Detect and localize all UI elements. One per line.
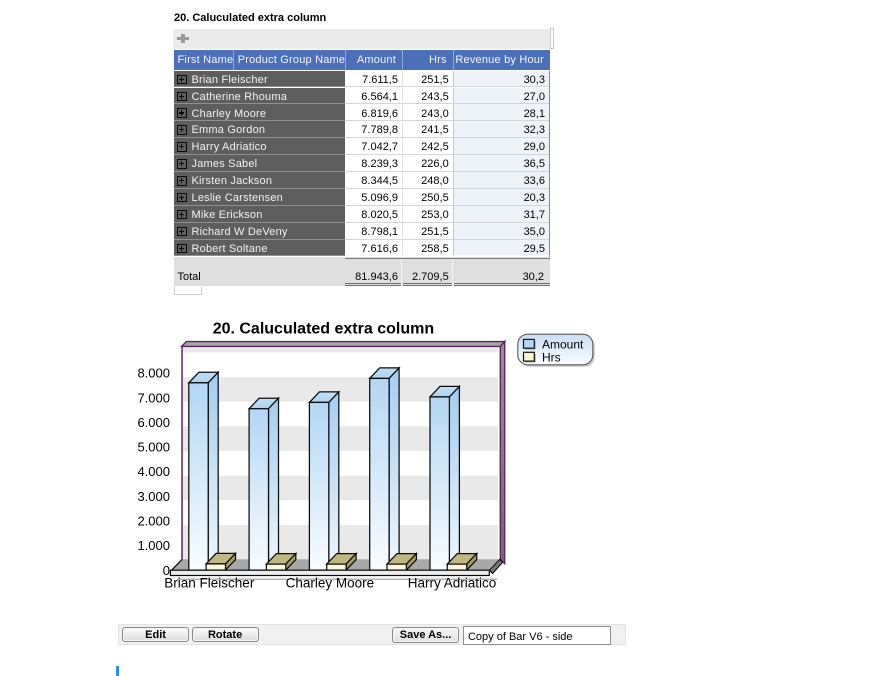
svg-text:20. Caluculated extra column: 20. Caluculated extra column — [213, 321, 434, 338]
svg-text:4.000: 4.000 — [137, 464, 170, 479]
svg-text:Amount: Amount — [542, 338, 584, 352]
svg-text:6.000: 6.000 — [137, 415, 170, 430]
svg-text:0: 0 — [163, 563, 170, 578]
svg-text:Charley Moore: Charley Moore — [286, 576, 375, 591]
svg-text:Brian Fleischer: Brian Fleischer — [164, 576, 255, 591]
svg-text:8.000: 8.000 — [137, 366, 170, 381]
svg-text:Hrs: Hrs — [542, 350, 561, 364]
svg-text:1.000: 1.000 — [137, 538, 170, 553]
svg-text:2.000: 2.000 — [137, 514, 170, 529]
svg-text:5.000: 5.000 — [137, 440, 170, 455]
svg-text:3.000: 3.000 — [137, 489, 170, 504]
svg-text:7.000: 7.000 — [137, 390, 170, 405]
svg-text:Harry Adriatico: Harry Adriatico — [408, 576, 497, 591]
